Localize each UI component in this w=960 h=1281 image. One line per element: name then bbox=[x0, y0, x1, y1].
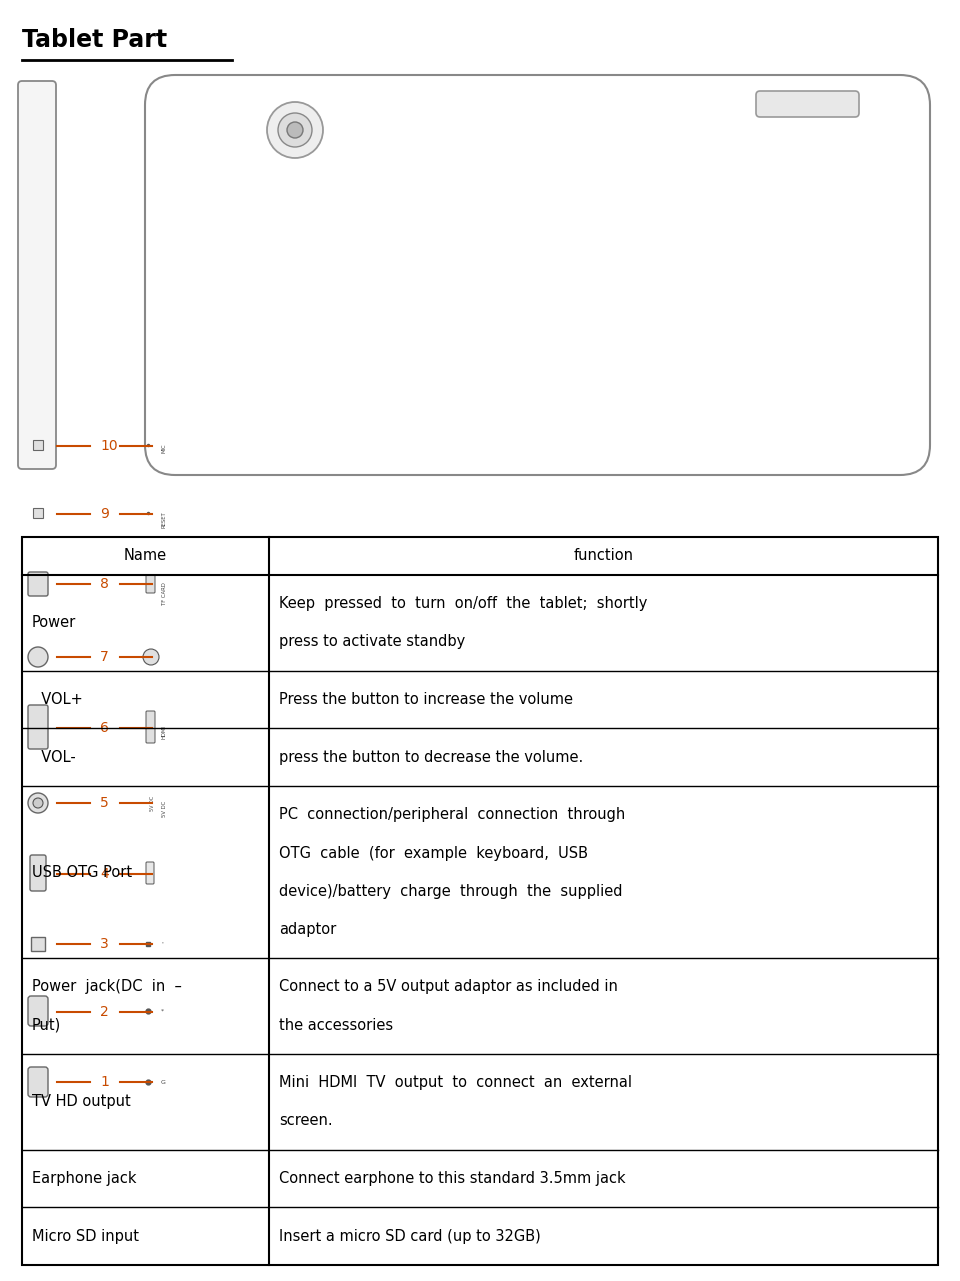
FancyBboxPatch shape bbox=[28, 1067, 48, 1097]
Text: 9: 9 bbox=[100, 507, 108, 520]
Circle shape bbox=[28, 793, 48, 813]
Text: 3: 3 bbox=[100, 938, 108, 951]
Circle shape bbox=[287, 122, 303, 138]
Text: MIC: MIC bbox=[162, 443, 167, 452]
Circle shape bbox=[33, 798, 43, 808]
Text: 6: 6 bbox=[100, 721, 108, 734]
Text: HDMI: HDMI bbox=[162, 725, 167, 739]
Text: Insert a micro SD card (up to 32GB): Insert a micro SD card (up to 32GB) bbox=[279, 1228, 541, 1244]
Text: adaptor: adaptor bbox=[279, 922, 337, 936]
Bar bbox=[22, 537, 938, 1266]
Text: Name: Name bbox=[124, 548, 167, 564]
FancyBboxPatch shape bbox=[756, 91, 859, 117]
Circle shape bbox=[28, 647, 48, 667]
Bar bbox=[33, 509, 43, 518]
Text: Connect earphone to this standard 3.5mm jack: Connect earphone to this standard 3.5mm … bbox=[279, 1171, 626, 1186]
FancyBboxPatch shape bbox=[146, 862, 154, 884]
Text: *: * bbox=[161, 1008, 164, 1013]
Bar bbox=[31, 936, 45, 951]
Text: 1: 1 bbox=[100, 1076, 108, 1089]
Text: press the button to decrease the volume.: press the button to decrease the volume. bbox=[279, 749, 584, 765]
Text: TV HD output: TV HD output bbox=[32, 1094, 131, 1109]
Text: Connect to a 5V output adaptor as included in: Connect to a 5V output adaptor as includ… bbox=[279, 980, 618, 994]
FancyBboxPatch shape bbox=[28, 573, 48, 596]
Text: G: G bbox=[161, 1080, 166, 1085]
Text: device)/battery  charge  through  the  supplied: device)/battery charge through the suppl… bbox=[279, 884, 623, 899]
Text: VOL+: VOL+ bbox=[32, 692, 83, 707]
Text: Power  jack(DC  in  –: Power jack(DC in – bbox=[32, 980, 181, 994]
Text: screen.: screen. bbox=[279, 1113, 333, 1129]
Text: 5V DC: 5V DC bbox=[150, 796, 155, 811]
Text: 8: 8 bbox=[100, 578, 108, 591]
Text: TF CARD: TF CARD bbox=[162, 582, 167, 605]
FancyBboxPatch shape bbox=[30, 854, 46, 892]
Text: RESET: RESET bbox=[162, 511, 167, 528]
Text: 5: 5 bbox=[100, 797, 108, 810]
Text: Tablet Part: Tablet Part bbox=[22, 28, 167, 53]
Text: 7: 7 bbox=[100, 651, 108, 664]
Text: OTG  cable  (for  example  keyboard,  USB: OTG cable (for example keyboard, USB bbox=[279, 845, 588, 861]
Text: Micro SD input: Micro SD input bbox=[32, 1228, 139, 1244]
FancyBboxPatch shape bbox=[146, 711, 155, 743]
Text: Press the button to increase the volume: Press the button to increase the volume bbox=[279, 692, 573, 707]
Text: press to activate standby: press to activate standby bbox=[279, 634, 466, 649]
FancyBboxPatch shape bbox=[146, 575, 155, 593]
Text: Keep  pressed  to  turn  on/off  the  tablet;  shortly: Keep pressed to turn on/off the tablet; … bbox=[279, 597, 648, 611]
Circle shape bbox=[278, 113, 312, 147]
Text: USB OTG Port: USB OTG Port bbox=[32, 865, 132, 880]
Text: Mini  HDMI  TV  output  to  connect  an  external: Mini HDMI TV output to connect an extern… bbox=[279, 1075, 633, 1090]
Bar bbox=[33, 439, 43, 450]
Circle shape bbox=[267, 102, 323, 158]
Text: 5V DC: 5V DC bbox=[162, 801, 167, 817]
Text: PC  connection/peripheral  connection  through: PC connection/peripheral connection thro… bbox=[279, 807, 626, 822]
Circle shape bbox=[143, 649, 159, 665]
FancyBboxPatch shape bbox=[28, 705, 48, 749]
Text: Put): Put) bbox=[32, 1017, 61, 1032]
Text: Earphone jack: Earphone jack bbox=[32, 1171, 136, 1186]
Text: 10: 10 bbox=[100, 439, 118, 452]
Text: VOL-: VOL- bbox=[32, 749, 76, 765]
Text: the accessories: the accessories bbox=[279, 1017, 394, 1032]
FancyBboxPatch shape bbox=[18, 81, 56, 469]
Text: function: function bbox=[574, 548, 634, 564]
Text: ': ' bbox=[161, 942, 163, 947]
Text: Power: Power bbox=[32, 615, 76, 630]
Text: 2: 2 bbox=[100, 1006, 108, 1018]
Text: 4: 4 bbox=[100, 867, 108, 880]
FancyBboxPatch shape bbox=[145, 76, 930, 475]
FancyBboxPatch shape bbox=[28, 997, 48, 1026]
